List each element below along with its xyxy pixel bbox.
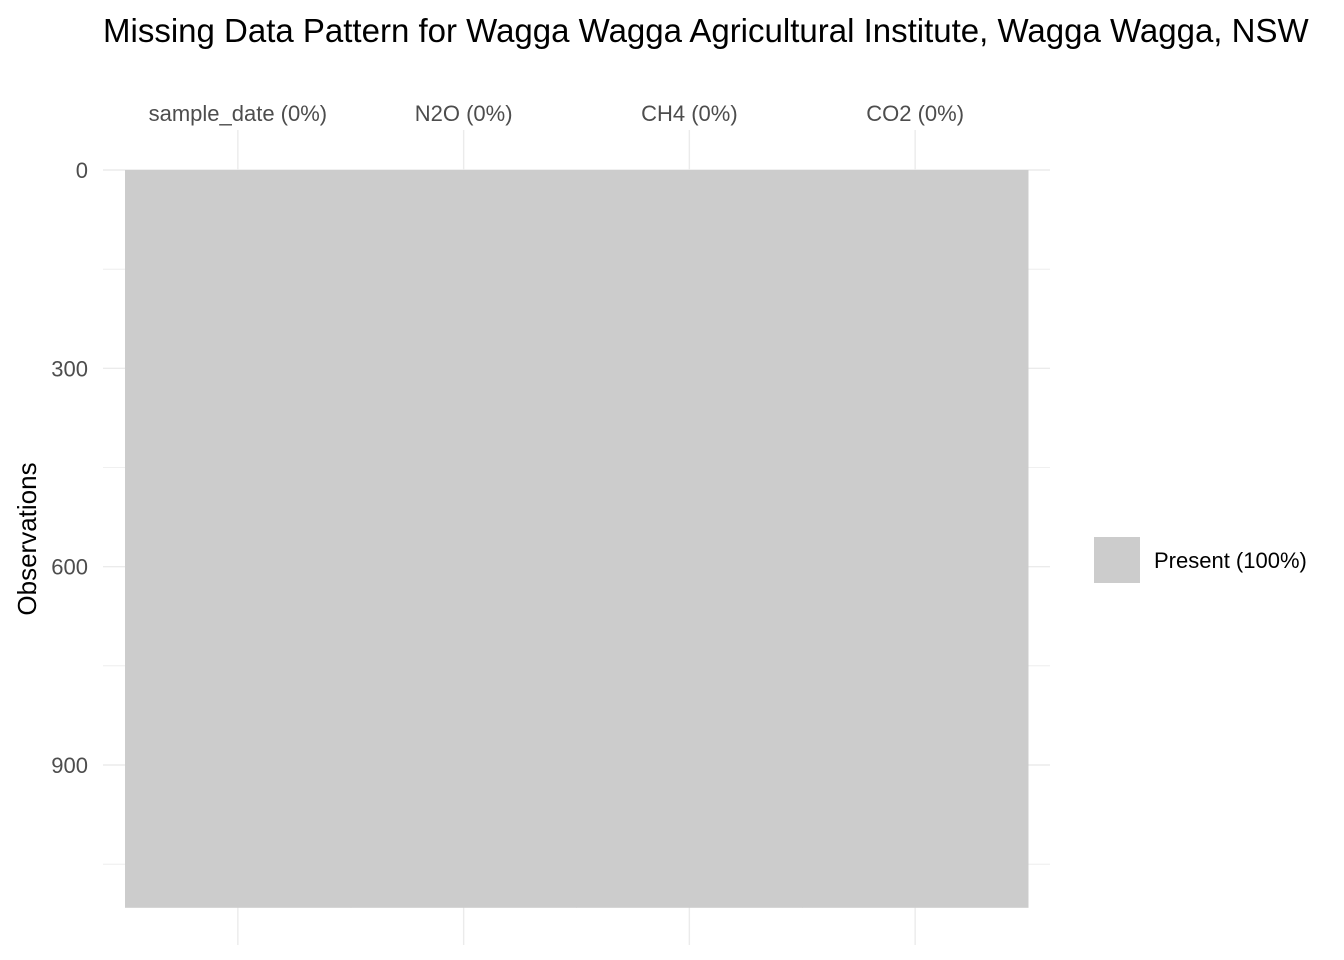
cell-3	[802, 170, 1029, 908]
legend-swatch	[1094, 537, 1140, 583]
legend: Present (100%)	[1094, 537, 1307, 583]
cell-2	[576, 170, 803, 908]
cell-1	[350, 170, 577, 908]
y-tick-labels: 0 300 600 900	[51, 158, 88, 778]
column-labels: sample_date (0%) N2O (0%) CH4 (0%) CO2 (0%)	[149, 101, 964, 126]
y-tick-label: 600	[51, 555, 88, 580]
legend-label: Present (100%)	[1154, 548, 1307, 573]
column-label: CH4 (0%)	[641, 101, 738, 126]
y-tick-label: 900	[51, 753, 88, 778]
column-label: sample_date (0%)	[149, 101, 328, 126]
chart-title: Missing Data Pattern for Wagga Wagga Agr…	[103, 12, 1309, 49]
y-tick-label: 300	[51, 356, 88, 381]
y-axis-title: Observations	[12, 462, 42, 615]
y-tick-label: 0	[76, 158, 88, 183]
missingness-cells	[125, 170, 1029, 908]
column-label: CO2 (0%)	[866, 101, 964, 126]
cell-0	[125, 170, 352, 908]
column-label: N2O (0%)	[415, 101, 513, 126]
